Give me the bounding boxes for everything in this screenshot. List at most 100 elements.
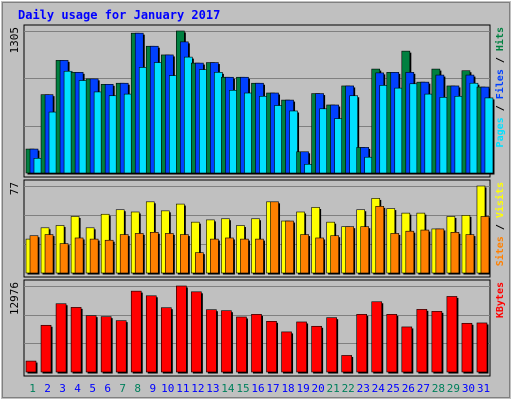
bar-sites-day-23 (360, 226, 370, 274)
side-label-part: Pages (495, 117, 506, 147)
bar-sites-day-4 (74, 237, 84, 274)
day-label-10: 10 (161, 382, 174, 395)
day-label-19: 19 (296, 382, 309, 395)
bar-kbytes-day-21 (326, 317, 337, 373)
bar-sites-day-12 (195, 252, 204, 274)
bar-sites-day-3 (59, 243, 69, 274)
bar-sites-day-8 (134, 233, 144, 274)
day-label-20: 20 (312, 382, 325, 395)
y-max-label: 1305 (8, 27, 21, 54)
bar-kbytes-day-29 (446, 296, 458, 373)
side-label-part: / (495, 51, 506, 69)
side-label-part: / (495, 99, 506, 117)
bar-kbytes-day-8 (130, 290, 142, 373)
bar-kbytes-day-3 (55, 303, 67, 373)
bar-kbytes-day-17 (266, 320, 277, 373)
day-label-12: 12 (191, 382, 204, 395)
day-label-25: 25 (387, 382, 400, 395)
side-label-part: / (495, 218, 506, 236)
bar-kbytes-day-27 (416, 309, 428, 373)
bar-sites-day-14 (225, 237, 234, 274)
bar-sites-day-31 (480, 216, 490, 274)
day-label-14: 14 (221, 382, 235, 395)
day-label-2: 2 (44, 382, 51, 395)
day-label-24: 24 (372, 382, 386, 395)
day-label-23: 23 (357, 382, 370, 395)
bar-sites-day-2 (44, 234, 54, 274)
panel-hits: 1305 Pages / Files / Hits (8, 24, 506, 178)
day-label-16: 16 (251, 382, 264, 395)
bar-kbytes-day-24 (371, 301, 383, 373)
bar-pages-day-22 (349, 95, 358, 174)
y-max-label: 12976 (8, 282, 21, 315)
side-label-part: Sites (494, 236, 506, 266)
bar-sites-day-17 (270, 201, 279, 274)
bar-sites-day-29 (450, 232, 460, 274)
day-label-18: 18 (281, 382, 294, 395)
bar-pages-day-18 (289, 110, 298, 174)
bar-sites-day-19 (300, 234, 309, 274)
bar-sites-day-15 (240, 238, 249, 274)
bar-kbytes-day-15 (236, 316, 247, 373)
day-label-4: 4 (74, 382, 81, 395)
bar-kbytes-day-25 (386, 314, 398, 373)
day-label-15: 15 (236, 382, 249, 395)
bar-kbytes-day-2 (40, 324, 52, 373)
bar-sites-day-25 (390, 233, 400, 274)
bar-kbytes-day-12 (191, 291, 202, 373)
day-label-17: 17 (266, 382, 279, 395)
bar-kbytes-day-13 (206, 309, 217, 373)
series-side-label: Sites / Visits (494, 182, 506, 266)
bar-kbytes-day-10 (160, 307, 172, 373)
side-label-part: Hits (494, 27, 506, 51)
bar-kbytes-day-26 (401, 326, 413, 373)
side-label-part: Files (494, 69, 506, 99)
day-label-22: 22 (342, 382, 355, 395)
bar-sites-day-18 (285, 220, 294, 274)
day-label-5: 5 (89, 382, 96, 395)
bar-kbytes-day-14 (221, 310, 232, 373)
day-label-26: 26 (402, 382, 415, 395)
panel-kbytes: 12976 KBytes (8, 279, 506, 377)
bar-sites-day-11 (180, 234, 189, 274)
bar-kbytes-day-5 (85, 315, 97, 373)
day-label-29: 29 (447, 382, 460, 395)
bar-sites-day-6 (104, 239, 114, 274)
bar-kbytes-day-16 (251, 314, 262, 373)
bar-sites-day-10 (164, 233, 174, 274)
bar-kbytes-day-9 (145, 295, 157, 373)
bar-kbytes-day-22 (341, 355, 352, 373)
day-label-1: 1 (29, 382, 36, 395)
side-label-part: Visits (494, 182, 506, 218)
bar-pages-day-31 (484, 97, 494, 174)
bar-sites-day-1 (29, 235, 39, 274)
bar-sites-day-9 (149, 232, 159, 274)
bar-sites-day-28 (435, 228, 445, 274)
y-max-label: 77 (8, 182, 21, 195)
bar-sites-day-13 (210, 238, 219, 274)
bar-kbytes-day-30 (461, 322, 473, 373)
day-label-6: 6 (104, 382, 111, 395)
bar-sites-day-22 (345, 226, 354, 274)
series-side-label: Pages / Files / Hits (494, 27, 506, 147)
day-label-7: 7 (119, 382, 126, 395)
bar-sites-day-16 (255, 238, 264, 274)
bar-kbytes-day-28 (431, 311, 443, 373)
day-label-28: 28 (432, 382, 445, 395)
bar-kbytes-day-31 (476, 322, 488, 373)
bar-sites-day-7 (119, 234, 129, 274)
side-label-part: KBytes (495, 282, 506, 318)
day-label-11: 11 (176, 382, 189, 395)
day-label-8: 8 (134, 382, 141, 395)
bar-sites-day-20 (315, 237, 324, 274)
bar-kbytes-day-1 (25, 360, 37, 373)
bar-kbytes-day-4 (70, 307, 82, 373)
bar-kbytes-day-20 (311, 325, 322, 373)
day-label-27: 27 (417, 382, 430, 395)
bar-kbytes-day-23 (356, 314, 368, 373)
chart-title: Daily usage for January 2017 (18, 8, 220, 22)
bar-sites-day-24 (375, 206, 385, 274)
